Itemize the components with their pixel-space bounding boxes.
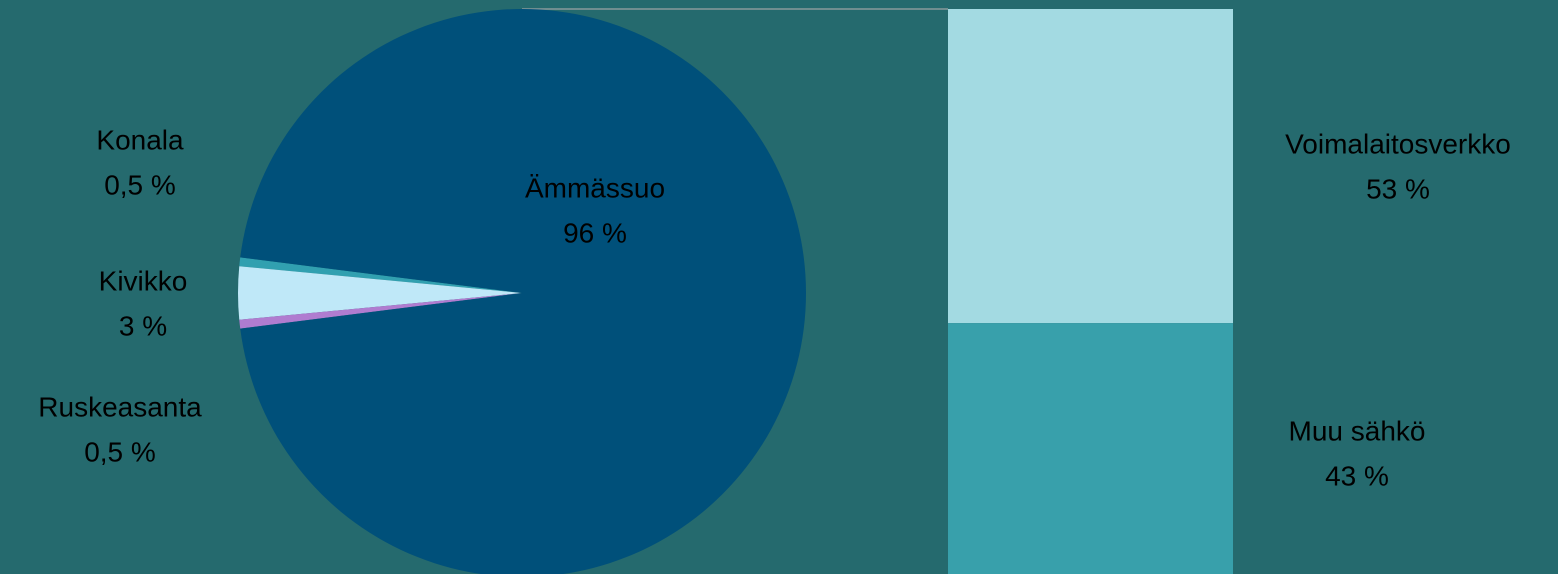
pie-slice [239,257,522,293]
value-label: 96 % [563,217,627,248]
value-label: 0,5 % [104,169,176,200]
pie-slice [238,266,522,320]
category-label: Voimalaitosverkko [1285,128,1511,159]
bar-segment [948,323,1233,574]
category-label: Ruskeasanta [38,391,202,422]
category-label: Konala [96,124,184,155]
value-label: 43 % [1325,460,1389,491]
value-label: 53 % [1366,173,1430,204]
category-label: Muu sähkö [1289,415,1426,446]
category-label: Ämmässuo [525,172,665,203]
value-label: 3 % [119,310,167,341]
category-label: Kivikko [99,265,188,296]
value-label: 0,5 % [84,436,156,467]
pie-slice [239,293,522,329]
bar-segment [948,9,1233,324]
pie-slice [240,9,806,574]
